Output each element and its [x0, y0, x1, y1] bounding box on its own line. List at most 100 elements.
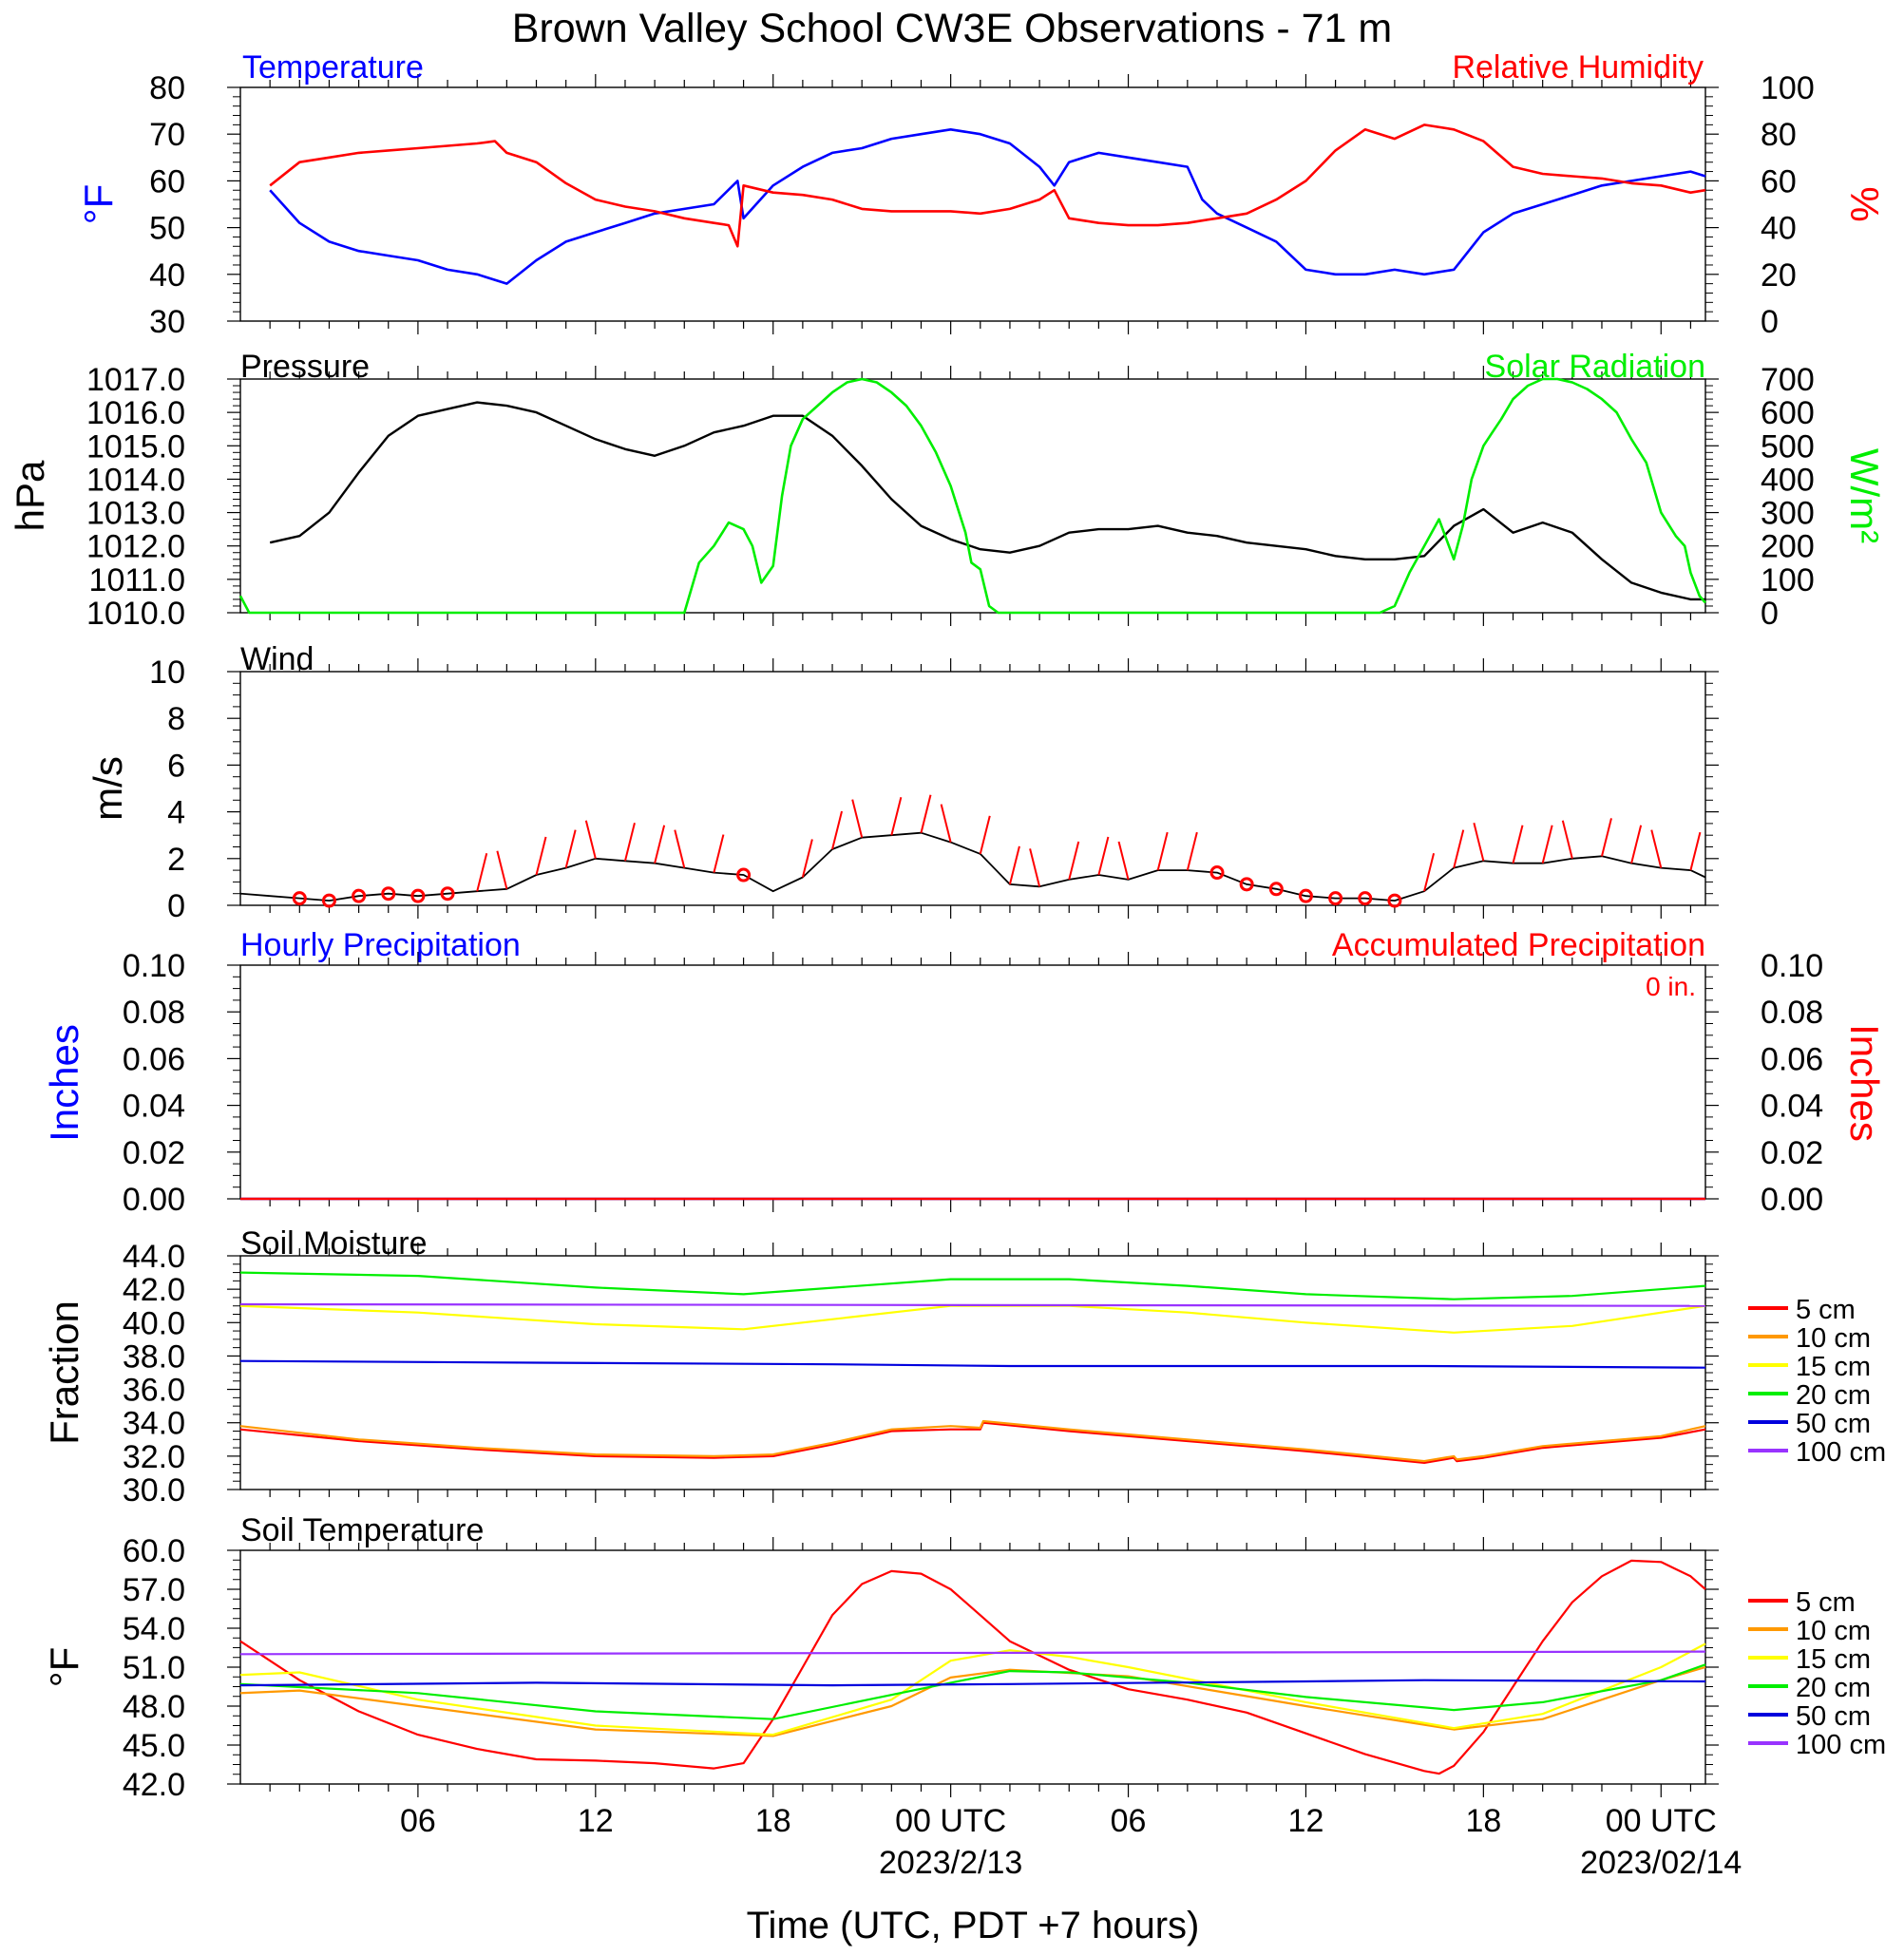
wind-barb	[979, 815, 991, 855]
x-tick-label: 00 UTC	[895, 1803, 1006, 1839]
humidity-title: Relative Humidity	[1452, 49, 1704, 85]
wind-calm-marker	[1239, 877, 1254, 892]
soil_moisture-ytick-label: 40.0	[123, 1305, 185, 1341]
wind-calm-marker	[736, 867, 752, 883]
soil_temp-ytick-label: 60.0	[123, 1533, 185, 1569]
wind-ytick-label: 8	[167, 701, 185, 737]
soil-moisture-line	[239, 1271, 1706, 1300]
soil_temp-legend-label: 50 cm	[1796, 1701, 1871, 1732]
wind-barb	[1008, 845, 1020, 885]
temp_rh-ytick-label-right: 40	[1761, 211, 1797, 247]
wind-barb	[1689, 831, 1702, 871]
precip-ytick-label: 0.04	[123, 1089, 185, 1125]
wind-barb	[1512, 825, 1524, 864]
wind-calm-marker	[440, 886, 455, 902]
wind-barb	[890, 796, 903, 836]
pressure_solar-ytick-label-right: 600	[1761, 395, 1815, 431]
soil_moisture-ytick-label: 38.0	[123, 1338, 185, 1375]
soil_moisture-legend-label: 50 cm	[1796, 1409, 1871, 1439]
soil-temp-line	[239, 1663, 1706, 1720]
x-tick-label: 18	[755, 1803, 791, 1839]
wind-ytick-label: 10	[149, 655, 185, 691]
soil_temp-ytick-label: 45.0	[123, 1728, 185, 1764]
wind-barb	[940, 804, 952, 843]
precip-ytick-label-right: 0.10	[1761, 948, 1823, 984]
humidity-line	[269, 123, 1706, 248]
wind-calm-marker	[1387, 893, 1402, 908]
solar-title: Solar Radiation	[1485, 349, 1705, 385]
pressure_solar-ytick-label: 1017.0	[86, 362, 185, 398]
x-date-label: 2023/02/14	[1580, 1845, 1742, 1881]
soil_moisture-ytick-label: 30.0	[123, 1472, 185, 1509]
accum-precip-title: Accumulated Precipitation	[1332, 927, 1705, 963]
wind-barb	[831, 810, 844, 850]
precip-ytick-label: 0.02	[123, 1135, 185, 1171]
temp_rh-ytick-label: 40	[149, 257, 185, 294]
soil-temp-line	[239, 1650, 1706, 1656]
pressure_solar-ytick-label: 1010.0	[86, 596, 185, 632]
soil_temp-ytick-label: 48.0	[123, 1689, 185, 1725]
soil_moisture-legend-label: 100 cm	[1796, 1437, 1886, 1468]
precip-ytick-label-right: 0.00	[1761, 1182, 1823, 1218]
x-date-label: 2023/2/13	[879, 1845, 1022, 1881]
temp_rh-ytick-label-right: 100	[1761, 70, 1815, 106]
hourly-precip-title: Hourly Precipitation	[240, 927, 521, 963]
wind-ytick-label: 6	[167, 748, 185, 784]
soil-moisture-line	[239, 1419, 1706, 1463]
wind-barb	[1156, 831, 1169, 871]
wind-barb	[1117, 841, 1130, 881]
soil_moisture-ytick-label: 42.0	[123, 1272, 185, 1308]
wind-ytick-label: 4	[167, 795, 185, 831]
soil-temp-unit-label: °F	[42, 1647, 86, 1687]
soil-moisture-unit-label: Fraction	[42, 1300, 86, 1445]
temp_rh-ytick-label: 60	[149, 163, 185, 199]
temperature-line	[269, 128, 1706, 285]
wind-calm-marker	[352, 888, 367, 903]
precip-ytick-label: 0.08	[123, 995, 185, 1031]
x-tick-label: 06	[400, 1803, 436, 1839]
precip-ytick-label: 0.10	[123, 948, 185, 984]
soil_temp-ytick-label: 42.0	[123, 1767, 185, 1803]
wind-barb	[654, 825, 666, 864]
wind-barb	[535, 836, 547, 876]
wind-calm-marker	[1209, 865, 1225, 881]
humidity-unit-label: %	[1842, 186, 1887, 221]
soil_moisture-ytick-label: 32.0	[123, 1439, 185, 1475]
soil_temp-legend-label: 15 cm	[1796, 1644, 1871, 1675]
x-axis-label: Time (UTC, PDT +7 hours)	[747, 1905, 1200, 1946]
temp_rh-ytick-label-right: 0	[1761, 304, 1779, 340]
soil_temp-ytick-label: 57.0	[123, 1572, 185, 1608]
wind-calm-marker	[1358, 891, 1373, 906]
wind-barb	[713, 834, 725, 873]
pressure-title: Pressure	[240, 349, 370, 385]
wind-calm-marker	[381, 886, 396, 902]
pressure_solar-ytick-label-right: 400	[1761, 462, 1815, 498]
soil_temp-legend-label: 5 cm	[1796, 1587, 1856, 1618]
wind-calm-marker	[410, 888, 426, 903]
soil-temp-title: Soil Temperature	[240, 1512, 484, 1548]
wind-barb	[1630, 825, 1643, 864]
wind-barb	[920, 794, 932, 833]
pressure_solar-ytick-label-right: 500	[1761, 428, 1815, 465]
precip-ytick-label-right: 0.02	[1761, 1135, 1823, 1171]
soil-moisture-line	[239, 1359, 1706, 1369]
wind-ytick-label: 2	[167, 842, 185, 878]
pressure_solar-ytick-label-right: 200	[1761, 529, 1815, 565]
wind-barb	[1097, 836, 1110, 876]
wind-barb	[801, 839, 813, 878]
x-tick-label: 12	[1288, 1803, 1324, 1839]
soil-temp-line	[239, 1679, 1706, 1687]
soil-temp-line	[239, 1559, 1706, 1775]
pressure_solar-frame	[239, 378, 1706, 614]
soil_temp-legend-label: 10 cm	[1796, 1616, 1871, 1646]
chart-title: Brown Valley School CW3E Observations - …	[512, 6, 1392, 51]
wind-unit-label: m/s	[86, 756, 130, 821]
precip-ytick-label-right: 0.08	[1761, 995, 1823, 1031]
pressure-unit-label: hPa	[8, 460, 52, 531]
soil_moisture-ytick-label: 34.0	[123, 1406, 185, 1442]
pressure_solar-ytick-label: 1012.0	[86, 529, 185, 565]
pressure_solar-ytick-label: 1011.0	[89, 562, 185, 598]
wind-calm-marker	[321, 893, 336, 908]
